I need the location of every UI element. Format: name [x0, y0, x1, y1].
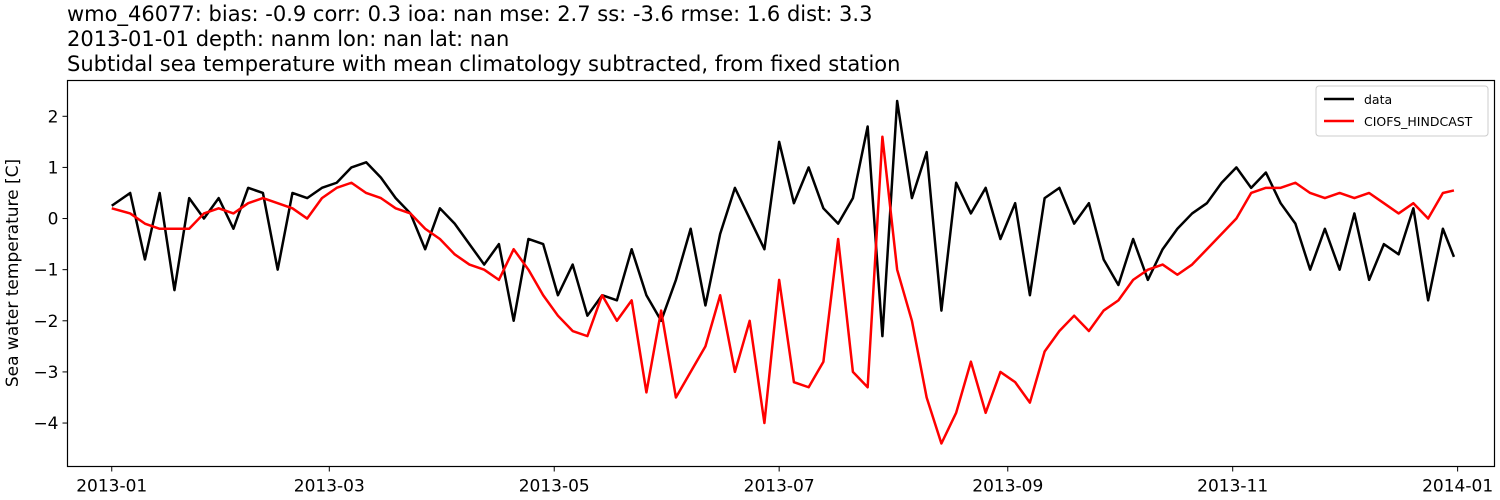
- x-tick-label: 2013-01: [76, 477, 147, 497]
- y-tick-label: 0: [48, 210, 59, 230]
- x-axis: 2013-01 2013-03 2013-05 2013-07 2013-09 2013-…: [76, 466, 1493, 497]
- axes-frame: [66, 79, 1496, 468]
- series-line-data: [111, 99, 1456, 338]
- series-line-ciofs-hindcast: [111, 135, 1455, 445]
- legend-label-ciofs-hindcast: CIOFS_HINDCAST: [1364, 114, 1473, 129]
- y-tick-label: −2: [33, 312, 58, 332]
- legend: data CIOFS_HINDCAST: [1315, 85, 1489, 137]
- y-axis: −4 −3 −2 −1 0 1 2: [33, 107, 68, 434]
- y-tick-label: −4: [33, 414, 58, 434]
- x-tick-label: 2013-11: [1197, 477, 1268, 497]
- legend-box: [1315, 85, 1489, 137]
- y-axis-label: Sea water temperature [C]: [3, 159, 23, 387]
- x-tick-label: 2013-03: [294, 477, 365, 497]
- title-line-3: Subtidal sea temperature with mean clima…: [67, 52, 901, 76]
- plot-area: [111, 99, 1456, 445]
- x-tick-label: 2014-01: [1422, 477, 1493, 497]
- x-tick-label: 2013-09: [972, 477, 1043, 497]
- title-line-2: 2013-01-01 depth: nanm lon: nan lat: nan: [67, 27, 510, 51]
- y-tick-label: −1: [33, 261, 58, 281]
- chart-title: wmo_46077: bias: -0.9 corr: 0.3 ioa: nan…: [67, 2, 900, 77]
- x-tick-label: 2013-05: [519, 477, 590, 497]
- x-tick-label: 2013-07: [744, 477, 815, 497]
- y-tick-label: 1: [48, 158, 59, 178]
- title-line-1: wmo_46077: bias: -0.9 corr: 0.3 ioa: nan…: [67, 2, 873, 26]
- legend-label-data: data: [1364, 92, 1392, 107]
- y-tick-label: −3: [33, 363, 58, 383]
- y-tick-label: 2: [48, 107, 59, 127]
